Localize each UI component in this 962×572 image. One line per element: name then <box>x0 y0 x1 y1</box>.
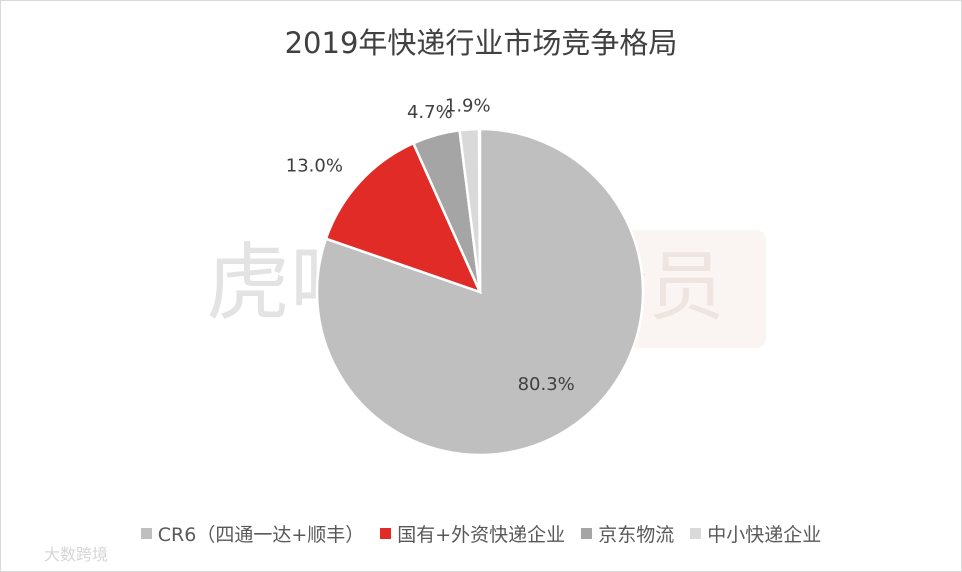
legend-item: 国有+外资快递企业 <box>380 520 565 547</box>
legend-label: 京东物流 <box>598 523 675 546</box>
data-label: 13.0% <box>286 156 343 177</box>
legend-item: 京东物流 <box>581 520 674 547</box>
pie-slice <box>315 127 645 457</box>
data-label: 1.9% <box>445 96 491 117</box>
data-label: 80.3% <box>518 374 575 395</box>
watermark: 大数跨境 <box>44 545 109 564</box>
legend-label: 国有+外资快递企业 <box>397 523 566 546</box>
legend-swatch <box>140 527 152 539</box>
legend-swatch <box>380 527 392 539</box>
pie: 80.3% 13.0% 4.7%1.9% <box>286 96 645 457</box>
chart-title: 2019年快递行业市场竞争格局 <box>285 26 678 60</box>
legend-label: CR6（四通一达+顺丰） <box>157 523 365 546</box>
data-label: 4.7% <box>407 102 453 123</box>
legend-item: CR6（四通一达+顺丰） <box>140 520 365 547</box>
legend-label: 中小快递企业 <box>707 523 822 546</box>
legend-swatch <box>690 527 702 539</box>
pie-slice <box>324 141 483 295</box>
legend-item: 中小快递企业 <box>690 520 821 547</box>
pie-slice <box>458 127 482 293</box>
legend-swatch <box>581 527 593 539</box>
legend: CR6（四通一达+顺丰） 国有+外资快递企业 京东物流 中小快递企业 <box>0 519 962 547</box>
